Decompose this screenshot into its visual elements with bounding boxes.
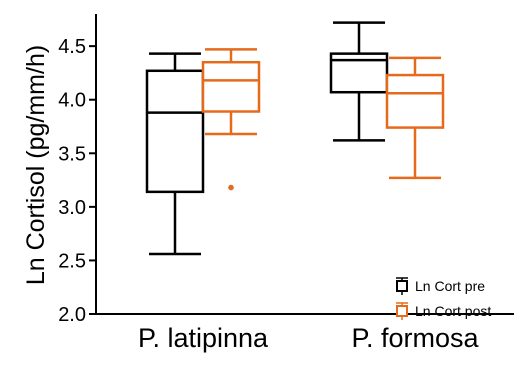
- iqr-box: [385, 73, 445, 129]
- legend-swatch: [396, 305, 408, 317]
- legend-label: Ln Cort post: [415, 303, 491, 319]
- y-tick-label: 2.0: [58, 304, 86, 326]
- y-tick-label: 4.5: [58, 36, 86, 58]
- legend-label: Ln Cort pre: [415, 278, 485, 294]
- box-pre-formosa: [329, 21, 389, 142]
- legend-item: Ln Cort pre: [396, 277, 485, 295]
- box-pre-latipinna: [145, 52, 205, 256]
- category-label: P. latipinna: [138, 323, 269, 353]
- box-post-latipinna: [201, 48, 261, 191]
- legend: Ln Cort pre Ln Cort post: [396, 277, 491, 320]
- outlier-point: [228, 184, 234, 191]
- iqr-box: [201, 60, 261, 113]
- boxes: [145, 21, 445, 256]
- y-ticks: 2.0 2.5 3.0 3.5 4.0 4.5: [58, 36, 96, 326]
- box-post-formosa: [385, 56, 445, 180]
- legend-swatch: [396, 280, 408, 292]
- y-axis-title: Ln Cortisol (pg/mm/h): [22, 45, 50, 285]
- y-tick-label: 3.5: [58, 143, 86, 165]
- y-tick-label: 2.5: [58, 250, 86, 272]
- iqr-box: [145, 69, 205, 194]
- category-label: P. formosa: [351, 323, 479, 353]
- y-tick-label: 3.0: [58, 197, 86, 219]
- category-labels: P. latipinna P. formosa: [138, 323, 480, 353]
- y-tick-label: 4.0: [58, 90, 86, 112]
- legend-item: Ln Cort post: [396, 302, 491, 320]
